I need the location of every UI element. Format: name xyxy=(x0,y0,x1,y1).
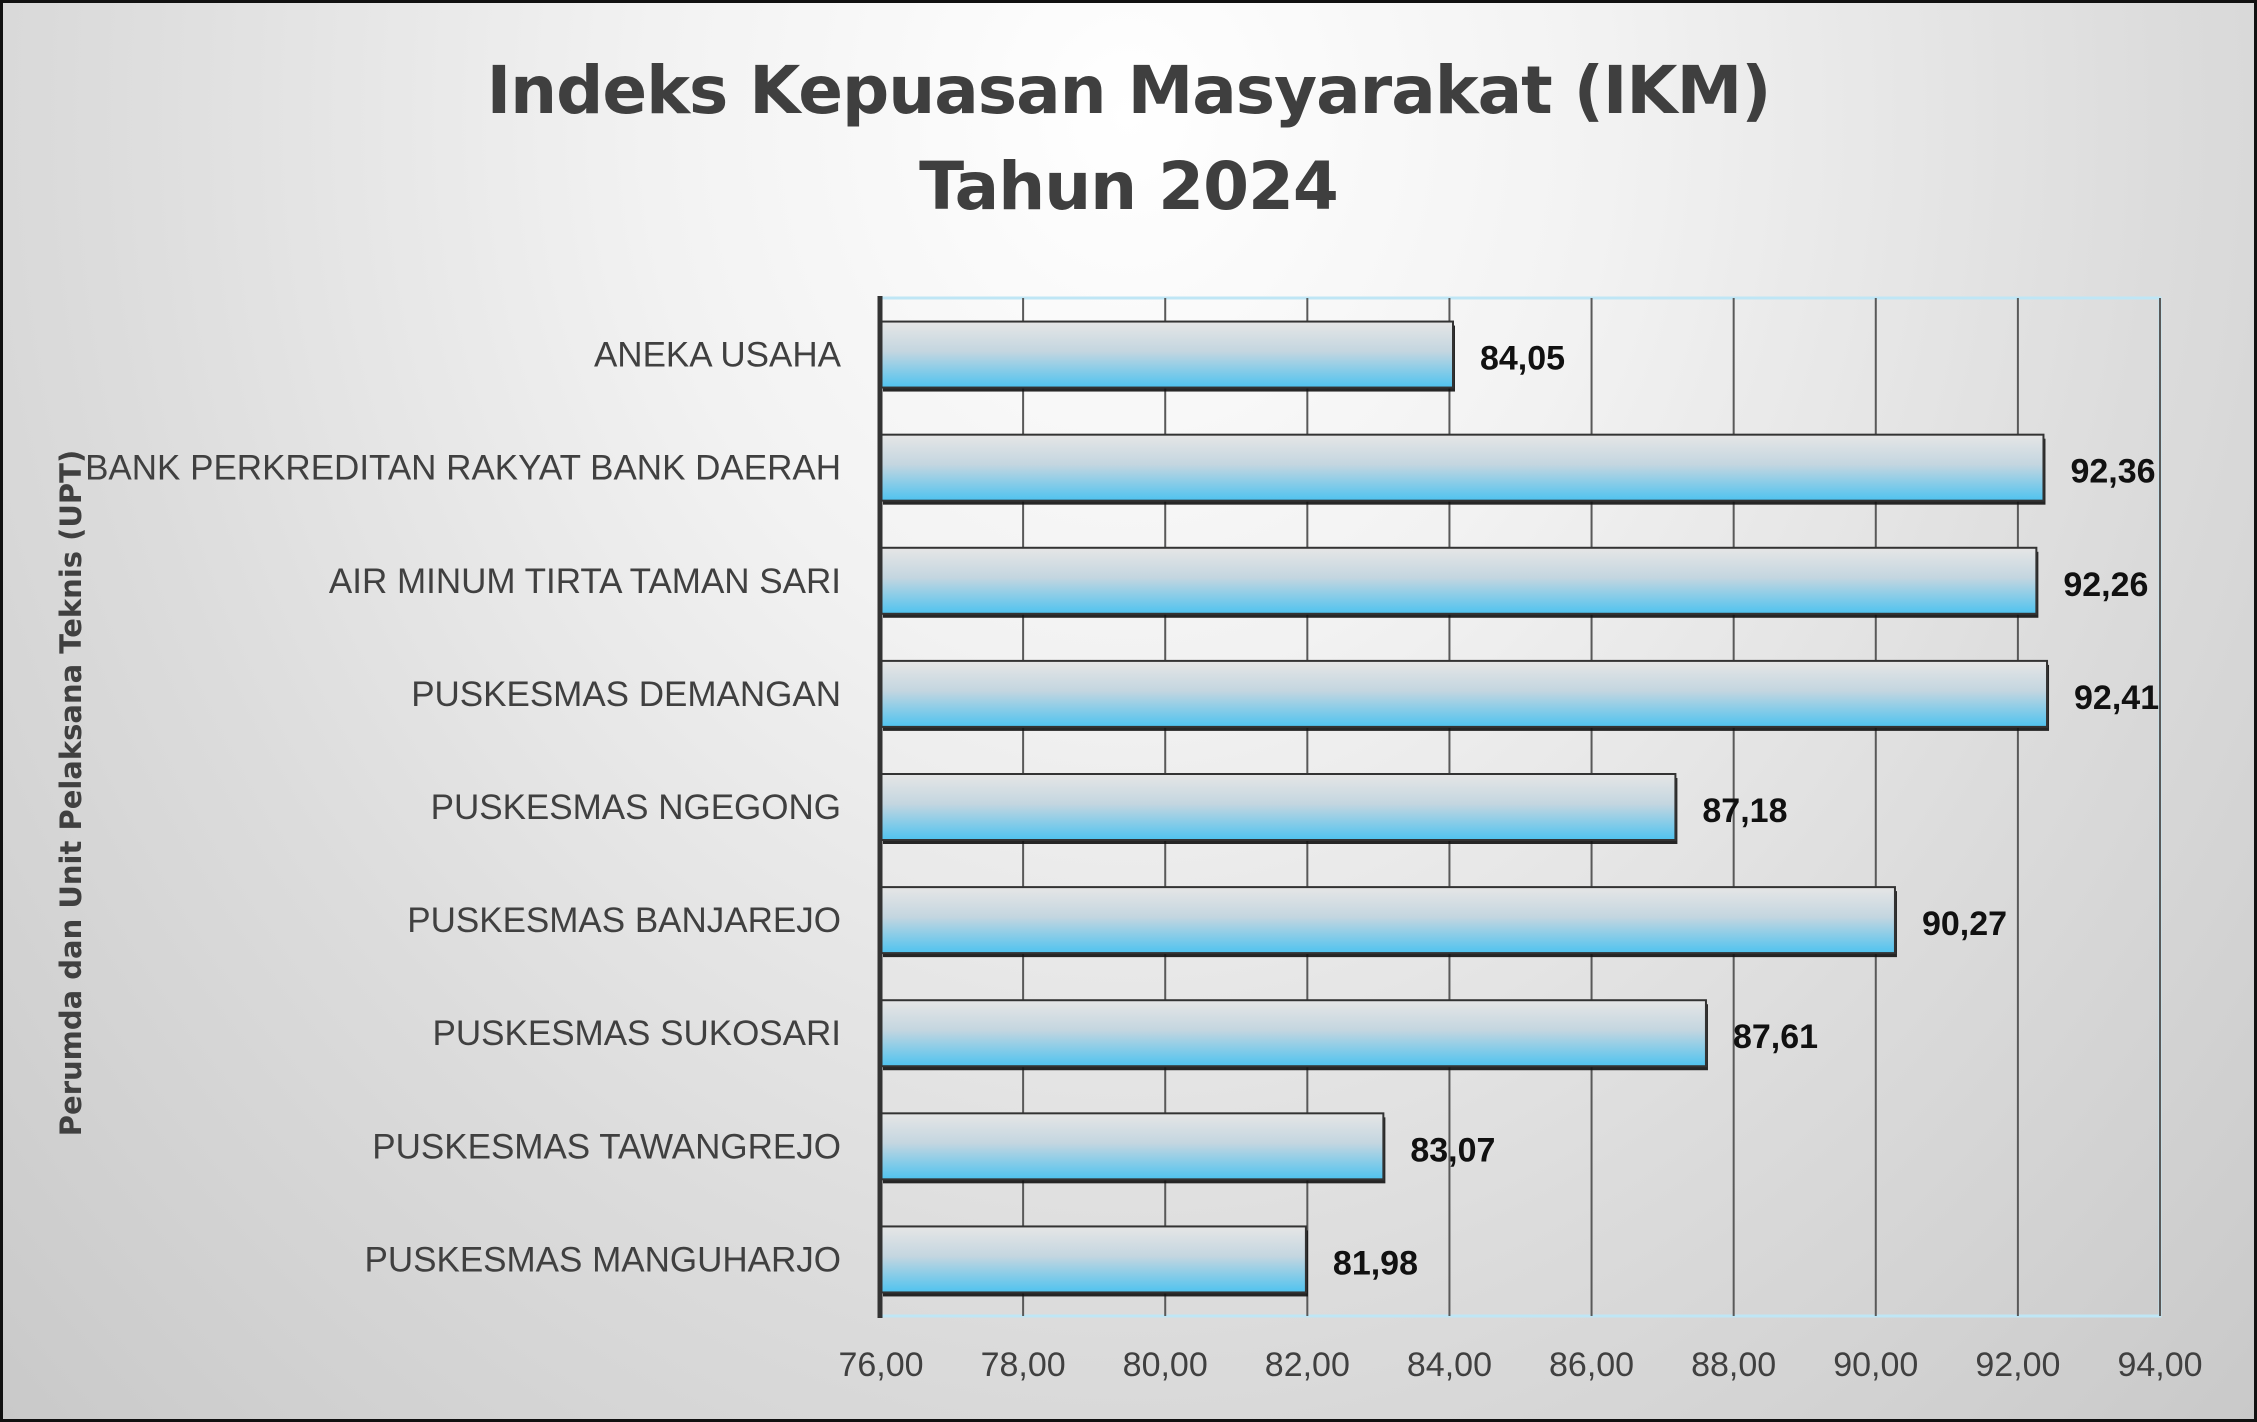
bar xyxy=(880,320,1454,389)
data-label: 84,05 xyxy=(1480,340,1565,378)
chart-title-line2: Tahun 2024 xyxy=(919,148,1339,225)
bar xyxy=(880,659,2049,728)
x-tick-label: 90,00 xyxy=(1833,1346,1918,1384)
category-label: PUSKESMAS TAWANGREJO xyxy=(372,1127,841,1166)
bar xyxy=(880,886,1896,955)
category-label: AIR MINUM TIRTA TAMAN SARI xyxy=(329,562,841,601)
data-label: 87,61 xyxy=(1733,1018,1818,1056)
bar xyxy=(880,1225,1307,1294)
bar xyxy=(880,999,1707,1068)
x-tick-label: 78,00 xyxy=(981,1346,1066,1384)
x-tick-label: 80,00 xyxy=(1123,1346,1208,1384)
data-label: 87,18 xyxy=(1702,792,1787,830)
x-tick-label: 84,00 xyxy=(1407,1346,1492,1384)
x-tick-label: 94,00 xyxy=(2117,1346,2202,1384)
chart-title: Indeks Kepuasan Masyarakat (IKM) Tahun 2… xyxy=(3,43,2254,235)
data-label: 83,07 xyxy=(1410,1131,1495,1169)
data-label: 92,26 xyxy=(2063,566,2148,604)
category-label: PUSKESMAS BANJAREJO xyxy=(407,901,841,940)
bar xyxy=(880,433,2045,502)
bars xyxy=(880,320,2050,1297)
bar xyxy=(880,546,2038,615)
category-label: BANK PERKREDITAN RAKYAT BANK DAERAH xyxy=(85,449,841,488)
category-label: PUSKESMAS NGEGONG xyxy=(431,788,841,827)
bar xyxy=(880,1112,1385,1181)
labels: 76,00 78,00 80,00 82,00 84,00 86,00 88,00 90,00… xyxy=(85,336,2202,1384)
category-label: PUSKESMAS DEMANGAN xyxy=(411,675,841,714)
bar xyxy=(880,773,1677,841)
chart-title-line1: Indeks Kepuasan Masyarakat (IKM) xyxy=(486,52,1772,129)
data-label: 92,36 xyxy=(2070,453,2155,491)
category-label: PUSKESMAS MANGUHARJO xyxy=(365,1240,841,1279)
data-label: 81,98 xyxy=(1333,1244,1418,1282)
category-label: PUSKESMAS SUKOSARI xyxy=(433,1014,841,1053)
x-tick-label: 76,00 xyxy=(838,1346,923,1384)
x-tick-label: 92,00 xyxy=(1975,1346,2060,1384)
category-label: ANEKA USAHA xyxy=(594,336,842,375)
x-tick-label: 88,00 xyxy=(1691,1346,1776,1384)
x-tick-label: 82,00 xyxy=(1265,1346,1350,1384)
x-tick-label: 86,00 xyxy=(1549,1346,1634,1384)
data-label: 92,41 xyxy=(2074,679,2159,717)
data-label: 90,27 xyxy=(1922,905,2007,943)
bar-chart: 76,00 78,00 80,00 82,00 84,00 86,00 88,00 90,00… xyxy=(85,296,2203,1384)
